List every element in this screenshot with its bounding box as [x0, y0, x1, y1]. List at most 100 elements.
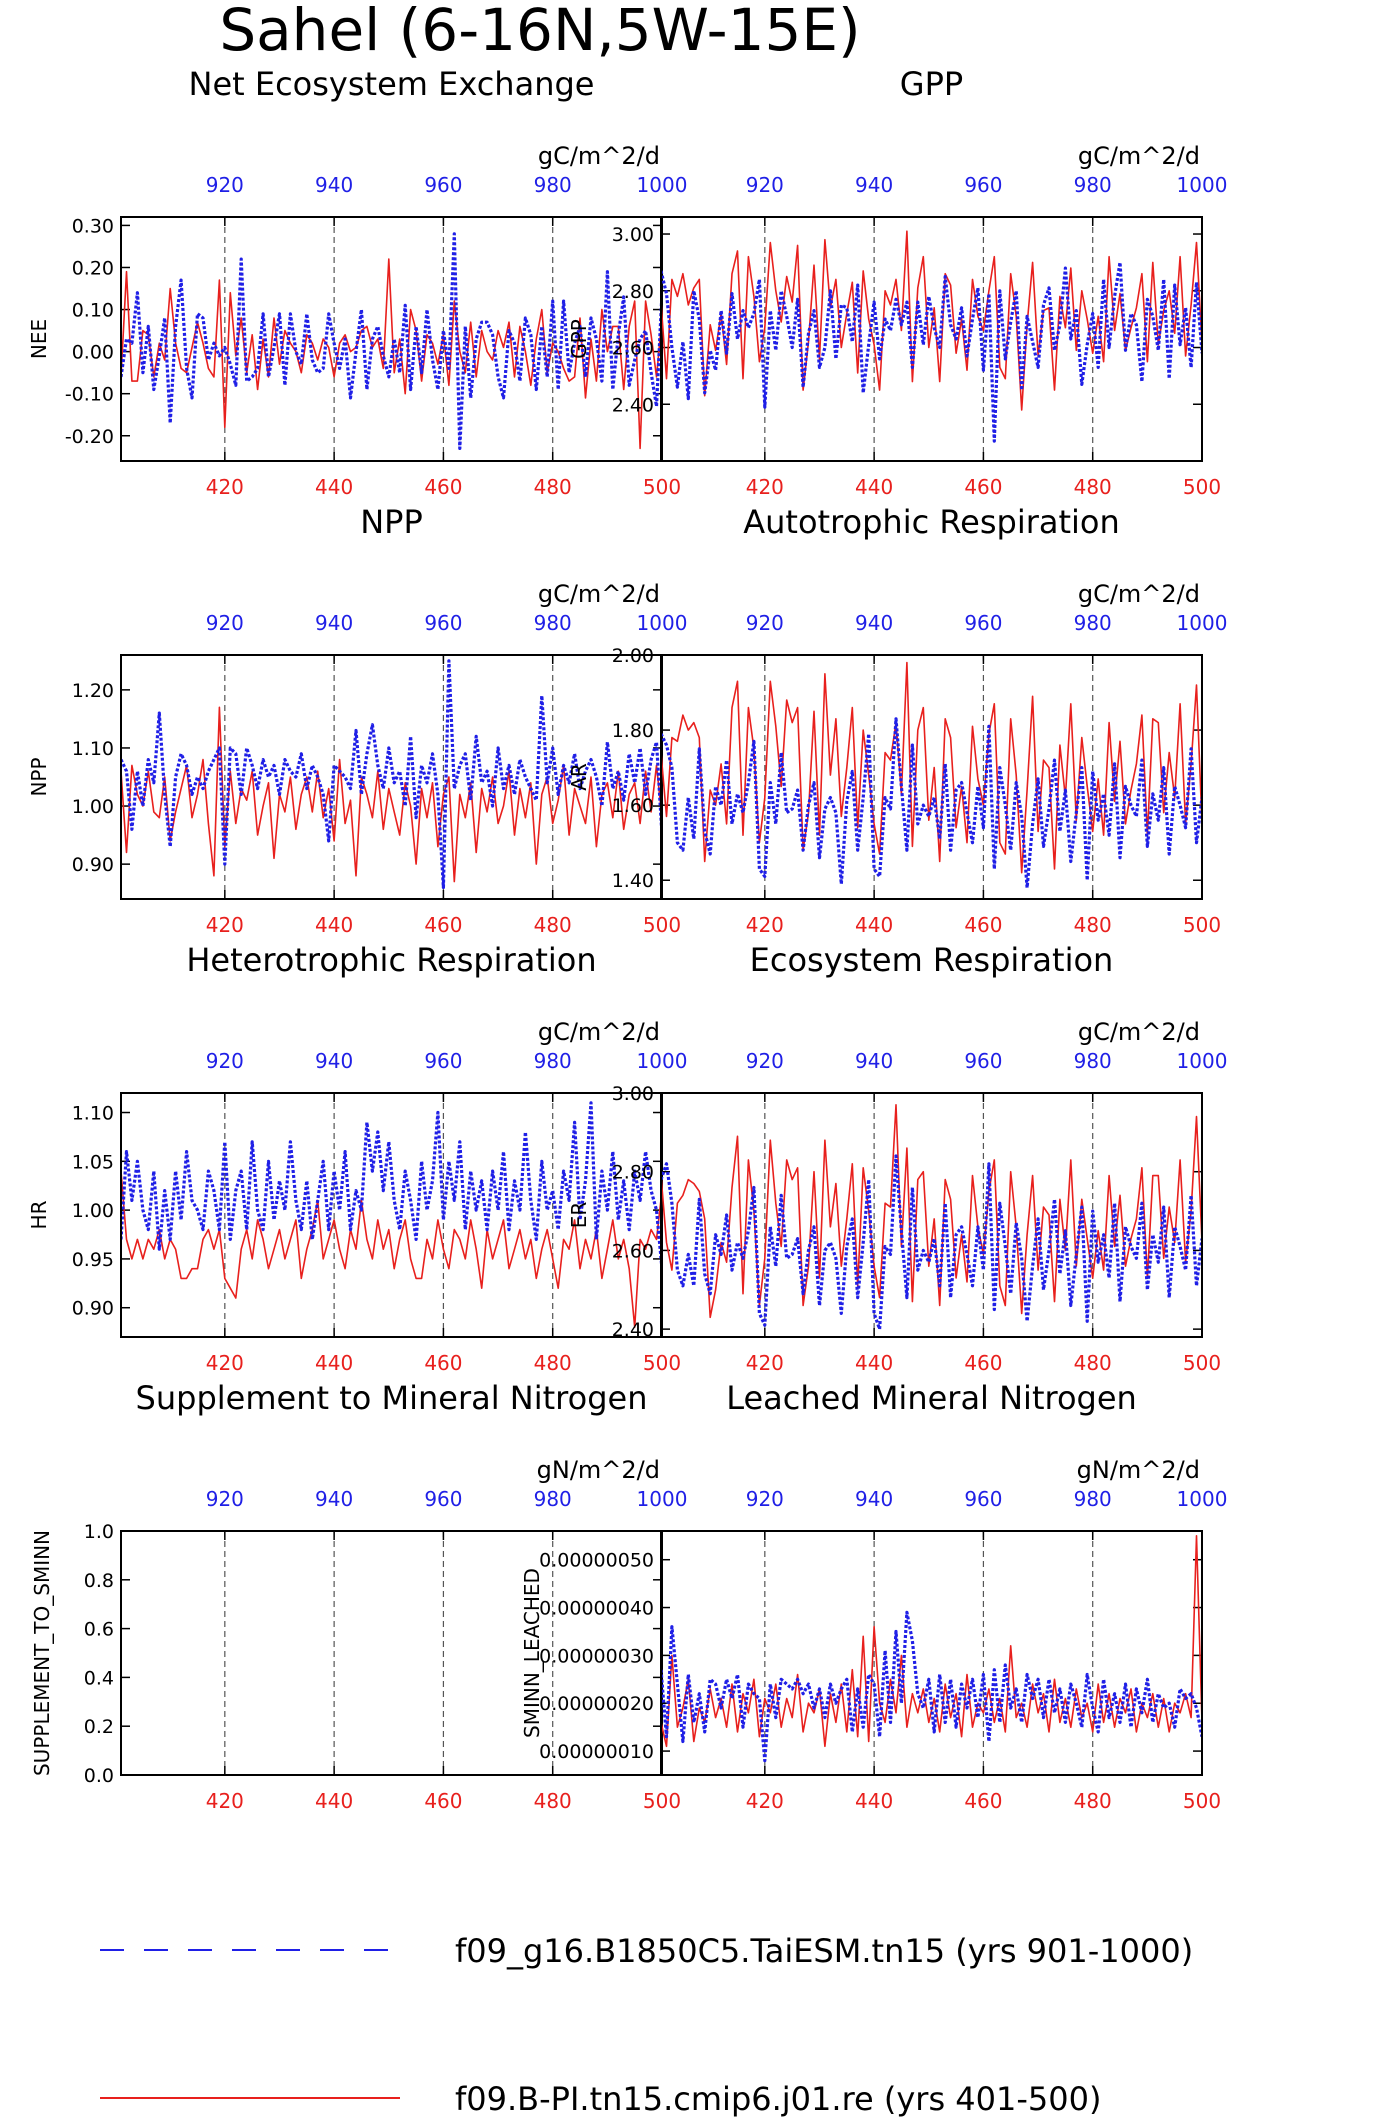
series-line-blue	[661, 1610, 1202, 1763]
series-line-blue	[661, 260, 1202, 443]
x-top-tick-label: 980	[534, 1049, 572, 1073]
x-tick-label: 420	[206, 913, 244, 937]
x-top-tick-label: 940	[315, 173, 353, 197]
x-top-tick-label: 960	[964, 611, 1002, 635]
series-group	[121, 659, 662, 890]
x-tick-label: 460	[964, 475, 1002, 499]
y-tick-label: 0.90	[72, 1298, 114, 1320]
x-top-tick-label: 920	[206, 1049, 244, 1073]
x-tick-label: 460	[424, 475, 462, 499]
x-top-tick-label: 1000	[637, 611, 688, 635]
y-tick-label: 1.10	[72, 738, 114, 760]
units-label: gC/m^2/d	[1078, 142, 1200, 170]
y-axis-label: ER	[567, 1202, 591, 1229]
x-top-tick-label: 940	[315, 611, 353, 635]
panel-title: Autotrophic Respiration	[743, 503, 1120, 541]
x-top-tick-label: 1000	[637, 173, 688, 197]
x-top-tick-label: 980	[534, 1487, 572, 1511]
x-top-tick-label: 980	[1074, 173, 1112, 197]
x-tick-label: 440	[855, 913, 893, 937]
y-tick-label: 0.00000020	[539, 1693, 654, 1715]
legend-label-solid: f09.B-PI.tn15.cmip6.j01.re (yrs 401-500)	[455, 2080, 1101, 2118]
y-tick-label: 0.6	[84, 1619, 114, 1641]
panel-title: Heterotrophic Respiration	[186, 941, 596, 979]
y-tick-label: 1.0	[84, 1521, 114, 1543]
y-tick-label: 2.60	[612, 338, 654, 360]
x-tick-label: 500	[1183, 475, 1221, 499]
legend-label-dashed: f09_g16.B1850C5.TaiESM.tn15 (yrs 901-100…	[455, 1932, 1193, 1970]
y-tick-label: 2.40	[612, 394, 654, 416]
series-line-blue	[661, 717, 1202, 890]
panel-2: GPP gC/m^2/d 420 440 460 480 500 920 940 960 980 10…	[567, 65, 1227, 499]
series-line-blue	[121, 659, 662, 890]
y-tick-label: 1.80	[612, 720, 654, 742]
series-group	[661, 1104, 1202, 1331]
x-tick-label: 420	[746, 1789, 784, 1813]
plot-frame	[660, 654, 1203, 900]
x-top-tick-label: 980	[1074, 1487, 1112, 1511]
y-axis-label: HR	[27, 1200, 51, 1229]
x-tick-label: 460	[424, 1789, 462, 1813]
x-tick-label: 480	[1074, 1351, 1112, 1375]
y-tick-label: 3.00	[612, 224, 654, 246]
panel-title: Ecosystem Respiration	[750, 941, 1114, 979]
x-tick-label: 460	[964, 1351, 1002, 1375]
x-top-tick-label: 940	[855, 611, 893, 635]
units-label: gC/m^2/d	[538, 1018, 660, 1046]
y-tick-label: 2.40	[612, 1319, 654, 1341]
x-tick-label: 500	[1183, 1789, 1221, 1813]
panel-title: Leached Mineral Nitrogen	[726, 1379, 1137, 1417]
y-tick-label: 0.8	[84, 1570, 114, 1592]
x-top-tick-label: 940	[855, 1487, 893, 1511]
y-tick-label: 2.80	[612, 281, 654, 303]
x-top-tick-label: 1000	[1177, 1487, 1228, 1511]
x-top-tick-label: 960	[424, 1487, 462, 1511]
units-label: gC/m^2/d	[538, 580, 660, 608]
y-axis-label: AR	[567, 763, 591, 791]
y-axis-label: SMINN_LEACHED	[520, 1568, 544, 1738]
series-line-red	[121, 706, 662, 883]
panel-6: Ecosystem Respiration gC/m^2/d 420 440 460 48…	[567, 941, 1227, 1375]
x-top-tick-label: 980	[534, 611, 572, 635]
y-tick-label: 2.80	[612, 1162, 654, 1184]
x-top-tick-label: 960	[964, 1049, 1002, 1073]
x-tick-label: 460	[964, 1789, 1002, 1813]
x-tick-label: 440	[855, 475, 893, 499]
x-top-tick-label: 960	[964, 1487, 1002, 1511]
x-top-tick-label: 920	[206, 173, 244, 197]
y-tick-label: 1.60	[612, 795, 654, 817]
panel-8: Leached Mineral Nitrogen gN/m^2/d 420 440 46…	[520, 1379, 1227, 1813]
y-tick-label: 0.00	[72, 342, 114, 364]
x-top-tick-label: 960	[964, 173, 1002, 197]
y-tick-label: 2.60	[612, 1240, 654, 1262]
y-tick-label: 0.00000030	[539, 1645, 654, 1667]
y-axis-label: NPP	[27, 757, 51, 796]
y-axis-label: SUPPLEMENT_TO_SMINN	[30, 1530, 54, 1776]
units-label: gN/m^2/d	[1077, 1456, 1200, 1484]
panel-4: Autotrophic Respiration gC/m^2/d 420 440 460…	[567, 503, 1227, 937]
y-tick-label: -0.20	[65, 426, 114, 448]
x-tick-label: 460	[424, 913, 462, 937]
y-axis-label: NEE	[27, 319, 51, 359]
x-top-tick-label: 1000	[1177, 611, 1228, 635]
plot-frame	[660, 1530, 1203, 1776]
x-tick-label: 500	[643, 1351, 681, 1375]
y-tick-label: 2.00	[612, 645, 654, 667]
y-tick-label: 0.95	[72, 1249, 114, 1271]
x-tick-label: 460	[964, 913, 1002, 937]
series-line-blue	[121, 232, 662, 450]
x-tick-label: 480	[1074, 1789, 1112, 1813]
y-tick-label: 0.30	[72, 215, 114, 237]
panel-5: Heterotrophic Respiration gC/m^2/d 420 440 4…	[27, 941, 687, 1375]
x-top-tick-label: 1000	[637, 1487, 688, 1511]
x-top-tick-label: 1000	[1177, 1049, 1228, 1073]
x-tick-label: 500	[643, 1789, 681, 1813]
series-line-red	[661, 230, 1202, 411]
x-tick-label: 420	[746, 1351, 784, 1375]
x-top-tick-label: 940	[855, 1049, 893, 1073]
y-tick-label: 0.00000010	[539, 1741, 654, 1763]
y-tick-label: 1.00	[72, 1200, 114, 1222]
series-group	[661, 661, 1202, 890]
x-tick-label: 500	[1183, 1351, 1221, 1375]
